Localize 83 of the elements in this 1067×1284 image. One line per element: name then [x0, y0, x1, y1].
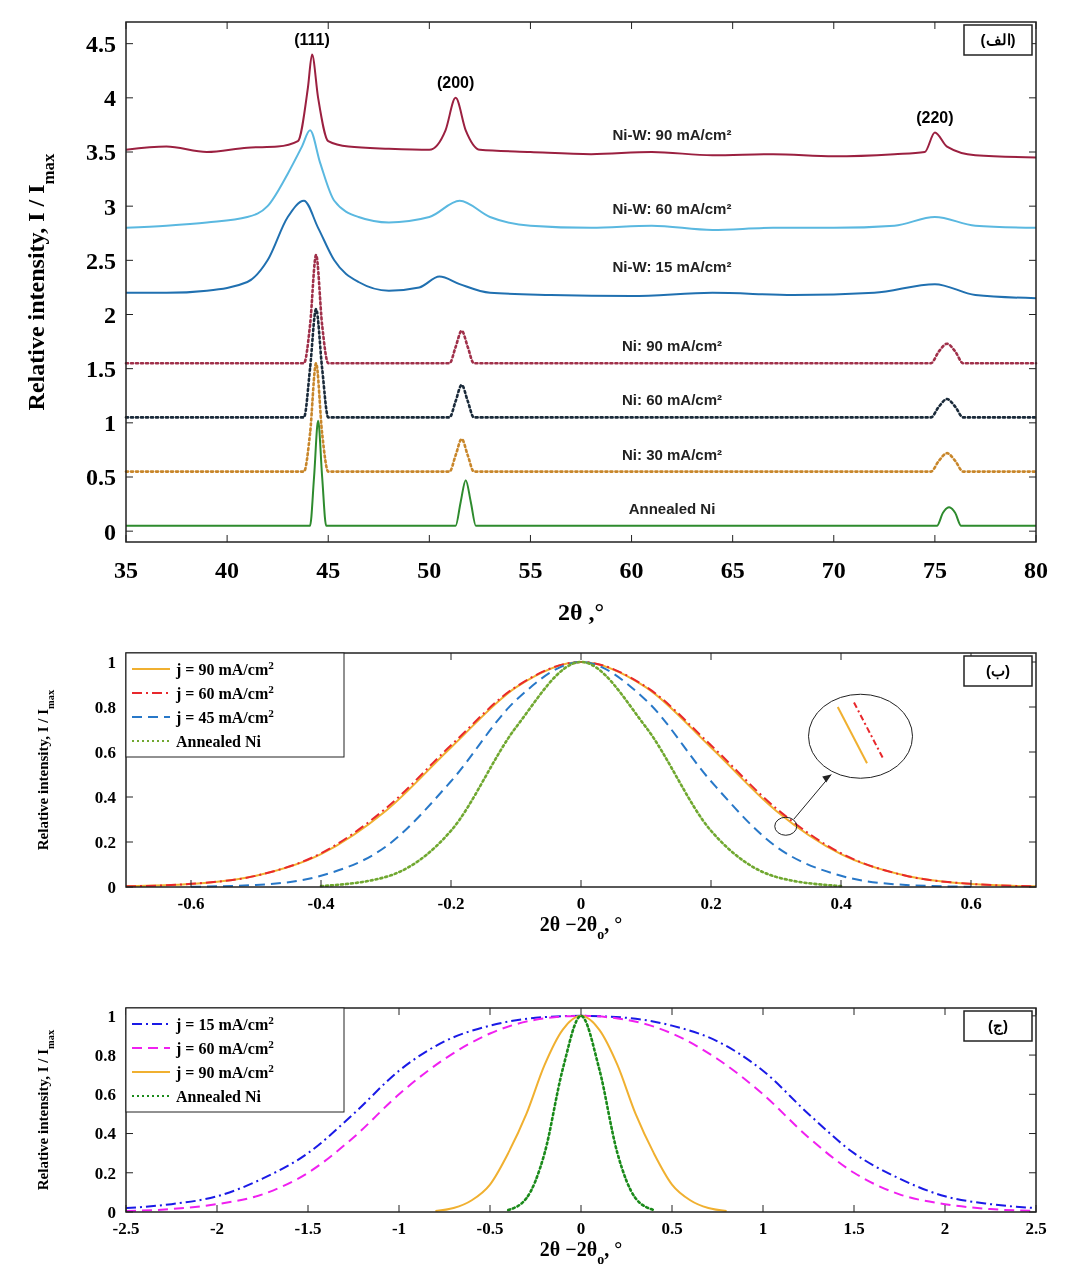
- legend-label: j = 15 mA/cm$^{2}$: [175, 1013, 275, 1034]
- x-tick-label: 65: [720, 557, 745, 583]
- x-tick-label: 35: [114, 557, 138, 583]
- series-label: Annealed Ni: [628, 499, 716, 517]
- y-tick-label: 0.8: [94, 697, 116, 717]
- series-label: Ni: 30 mA/cm²: [621, 445, 723, 463]
- line-series: [319, 660, 843, 888]
- y-tick-label: 0.4: [94, 1124, 117, 1144]
- x-tick-label: 0.5: [661, 1219, 683, 1238]
- legend-label: j = 45 mA/cm$^{2}$: [175, 706, 275, 727]
- y-tick-label: 4: [104, 85, 116, 112]
- line-series: [125, 419, 1037, 527]
- x-tick-label: 1.5: [843, 1219, 865, 1238]
- x-tick-label: 2.5: [1025, 1219, 1047, 1238]
- x-tick-label: 0.4: [830, 894, 853, 913]
- series-label: Ni-W: 15 mA/cm²: [612, 258, 732, 276]
- y-tick-label: 4.5: [86, 31, 116, 58]
- y-tick-label: 0.4: [94, 787, 117, 807]
- y-tick-label: 1: [104, 410, 116, 437]
- line-series: [125, 53, 1037, 159]
- series-label: Ni: 60 mA/cm²: [621, 391, 723, 409]
- x-tick-label: -0.6: [177, 894, 205, 913]
- x-axis-title: 2θ −2θ$_{o}$, °: [539, 1238, 623, 1267]
- line-series: [125, 129, 1037, 231]
- line-series: [124, 361, 1038, 473]
- x-tick-label: -2.5: [112, 1219, 140, 1238]
- legend-label: j = 60 mA/cm$^{2}$: [175, 1037, 275, 1058]
- line-series: [506, 1014, 656, 1212]
- legend-label: j = 90 mA/cm$^{2}$: [175, 658, 275, 679]
- x-axis-title: 2θ ,°: [557, 599, 605, 625]
- annotation: (الف): [980, 31, 1016, 49]
- x-tick-label: 50: [417, 557, 442, 583]
- annotation: (ج): [988, 1017, 1008, 1036]
- x-tick-label: 0.6: [960, 894, 982, 913]
- x-tick-label: -0.5: [476, 1219, 504, 1238]
- x-tick-label: 0.2: [700, 894, 722, 913]
- x-tick-label: 75: [922, 557, 947, 583]
- y-tick-label: 0.2: [94, 832, 116, 852]
- y-tick-label: 0: [107, 877, 116, 897]
- y-tick-label: 2: [104, 301, 116, 328]
- x-tick-label: 80: [1024, 557, 1048, 583]
- y-tick-label: 0.8: [94, 1046, 116, 1066]
- x-axis-title: 2θ −2θ$_{o}$, °: [539, 913, 623, 942]
- y-tick-label: 1: [107, 652, 116, 672]
- y-tick-label: 0.5: [86, 464, 116, 491]
- x-tick-label: 45: [316, 557, 341, 583]
- x-tick-label: -0.4: [307, 894, 335, 913]
- y-tick-label: 0.2: [94, 1163, 116, 1183]
- y-tick-label: 3.5: [86, 139, 116, 166]
- x-tick-label: -0.2: [437, 894, 465, 913]
- line-series: [434, 1014, 728, 1213]
- x-tick-label: 1: [758, 1219, 768, 1238]
- y-tick-label: 0.6: [94, 742, 116, 762]
- line-series: [124, 307, 1038, 419]
- x-tick-label: -1: [391, 1219, 407, 1238]
- x-tick-label: 0: [576, 1219, 586, 1238]
- x-tick-label: 40: [215, 557, 240, 583]
- series-label: Ni-W: 60 mA/cm²: [612, 199, 732, 217]
- legend-label: Annealed Ni: [176, 1087, 262, 1105]
- y-tick-label: 1: [107, 1006, 116, 1026]
- y-tick-label: 0: [104, 518, 116, 545]
- series-label: Ni: 90 mA/cm²: [621, 337, 723, 355]
- y-tick-label: 0.6: [94, 1085, 116, 1105]
- annotation: (111): [294, 30, 330, 48]
- x-tick-label: -1.5: [294, 1219, 322, 1238]
- series-label: Ni-W: 90 mA/cm²: [612, 126, 732, 143]
- y-tick-label: 3: [104, 193, 116, 220]
- annotation: (200): [436, 73, 475, 91]
- legend-label: j = 60 mA/cm$^{2}$: [175, 682, 275, 703]
- annotation: (220): [916, 108, 954, 126]
- line-series: [125, 199, 1037, 300]
- x-tick-label: 60: [619, 557, 644, 583]
- x-tick-label: 0: [576, 894, 586, 913]
- legend-label: Annealed Ni: [176, 732, 262, 750]
- x-tick-label: 70: [821, 557, 846, 583]
- x-tick-label: 2: [940, 1219, 950, 1238]
- x-tick-label: 55: [518, 557, 543, 583]
- legend-label: j = 90 mA/cm$^{2}$: [175, 1061, 275, 1082]
- y-tick-label: 1.5: [86, 356, 116, 383]
- y-tick-label: 0: [107, 1202, 116, 1222]
- y-tick-label: 2.5: [86, 247, 116, 274]
- x-tick-label: -2: [209, 1219, 225, 1238]
- annotation: (ب): [986, 662, 1010, 681]
